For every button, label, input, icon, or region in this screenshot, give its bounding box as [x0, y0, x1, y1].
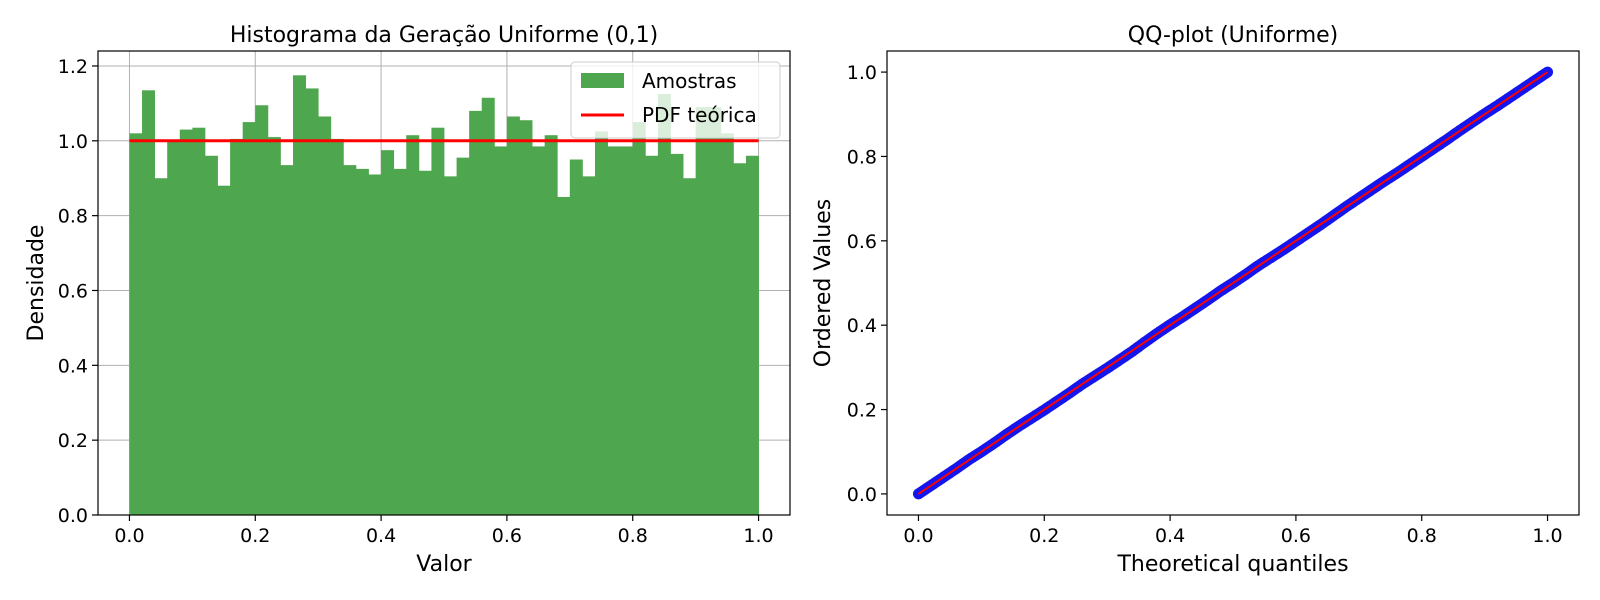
qq-y-tick-label: 0.8 [847, 146, 877, 168]
histogram-bar [242, 122, 256, 515]
histogram-title: Histograma da Geração Uniforme (0,1) [230, 23, 658, 48]
histogram-bar [267, 137, 281, 515]
histogram-bar [355, 168, 369, 515]
histogram-y-tick-label: 1.0 [58, 131, 88, 153]
histogram-bar [582, 176, 596, 515]
histogram-y-tick-label: 0.6 [58, 280, 88, 302]
qq-x-tick-label: 1.0 [1532, 525, 1562, 547]
histogram-x-tick-label: 0.0 [114, 525, 144, 547]
histogram-y-tick-label: 0.4 [58, 355, 88, 377]
histogram-bar [154, 178, 168, 515]
histogram-x-ticks: 0.0 0.2 0.4 0.6 0.8 1.0 [114, 515, 774, 547]
histogram-bar [645, 155, 659, 515]
histogram-bar [255, 105, 269, 516]
histogram-x-tick-label: 1.0 [743, 525, 773, 547]
qq-plot-title: QQ-plot (Uniforme) [1128, 23, 1339, 48]
histogram-bar [318, 116, 332, 515]
histogram-bar [431, 127, 445, 515]
histogram-legend: Amostras PDF teórica [570, 61, 781, 139]
histogram-plot-frame [97, 50, 791, 516]
histogram-bar [720, 133, 734, 516]
histogram-bar [204, 155, 218, 515]
histogram-y-axis-label: Densidade [24, 225, 49, 342]
qq-x-axis-label: Theoretical quantiles [1116, 552, 1348, 577]
histogram-bar [456, 157, 470, 516]
histogram-bar [368, 174, 382, 515]
histogram-y-ticks: 0.0 0.2 0.4 0.6 0.8 1.0 1.2 [58, 56, 98, 527]
histogram-bar [708, 107, 722, 516]
histogram-bar [569, 159, 583, 516]
histogram-bar [519, 120, 533, 516]
qq-y-tick-label: 0.6 [847, 231, 877, 253]
histogram-bar [192, 127, 206, 515]
histogram-bar [330, 138, 344, 515]
histogram-bar [406, 135, 420, 515]
histogram-bars [129, 75, 759, 516]
histogram-bar [179, 129, 193, 516]
legend-label-pdf: PDF teórica [642, 103, 757, 127]
histogram-bar [594, 131, 608, 516]
histogram-bar [733, 163, 747, 516]
qq-x-tick-label: 0.0 [903, 525, 933, 547]
histogram-bar [343, 165, 357, 515]
qq-reference-line-segment [917, 71, 1549, 495]
histogram-y-tick-label: 1.2 [58, 56, 88, 78]
histogram-bar [230, 138, 244, 515]
histogram-bar [469, 110, 483, 515]
histogram-bar [481, 97, 495, 515]
histogram-bar [418, 170, 432, 515]
histogram-x-tick-label: 0.2 [240, 525, 270, 547]
histogram-bar [607, 146, 621, 515]
histogram-x-tick-label: 0.6 [492, 525, 522, 547]
histogram-bar [532, 146, 546, 515]
histogram-bar [557, 196, 571, 515]
histogram-bar [494, 146, 508, 515]
qq-y-tick-label: 1.0 [847, 62, 877, 84]
qq-y-tick-label: 0.2 [847, 400, 877, 422]
histogram-bar [444, 176, 457, 515]
qq-x-tick-label: 0.4 [1155, 525, 1185, 547]
histogram-bar [293, 75, 306, 516]
histogram-bar [657, 94, 671, 515]
qq-x-tick-label: 0.8 [1407, 525, 1437, 547]
qq-y-ticks: 0.0 0.2 0.4 0.6 0.8 1.0 [847, 62, 887, 506]
histogram-x-axis-label: Valor [416, 552, 472, 577]
qq-reference-line [917, 71, 1549, 495]
histogram-bar [280, 165, 294, 515]
legend-label-amostras: Amostras [642, 69, 737, 93]
histogram-y-tick-label: 0.2 [58, 430, 88, 452]
histogram-bar [632, 122, 646, 515]
histogram-bar [620, 146, 634, 515]
qq-x-tick-label: 0.2 [1029, 525, 1059, 547]
histogram-bar [167, 140, 181, 515]
qq-y-axis-label: Ordered Values [811, 199, 836, 367]
qq-y-tick-label: 0.4 [847, 315, 877, 337]
qq-x-tick-label: 0.6 [1281, 525, 1311, 547]
histogram-bar [129, 133, 143, 516]
histogram-bar [544, 135, 558, 515]
histogram-chart: Histograma da Geração Uniforme (0,1) 0.0… [24, 23, 791, 577]
legend-swatch-amostras [581, 73, 624, 88]
histogram-bar [217, 185, 231, 516]
histogram-x-tick-label: 0.8 [618, 525, 648, 547]
histogram-bar [670, 153, 684, 515]
histogram-bar [683, 178, 697, 515]
histogram-bar [305, 88, 319, 515]
histogram-x-tick-label: 0.4 [366, 525, 396, 547]
histogram-bar [506, 116, 520, 515]
qq-plot-chart: QQ-plot (Uniforme) 0.0 0.2 0.4 0.6 0.8 1.0 0.… [811, 23, 1580, 577]
histogram-y-tick-label: 0.0 [58, 505, 88, 527]
histogram-y-tick-label: 0.8 [58, 206, 88, 228]
histogram-bar [745, 155, 759, 515]
histogram-bar [695, 107, 709, 516]
histogram-bar [393, 168, 407, 515]
qq-y-tick-label: 0.0 [847, 484, 877, 506]
histogram-bar [142, 90, 156, 516]
qq-plot-frame [886, 50, 1580, 516]
qq-x-ticks: 0.0 0.2 0.4 0.6 0.8 1.0 [903, 515, 1563, 547]
histogram-bar [381, 150, 395, 515]
